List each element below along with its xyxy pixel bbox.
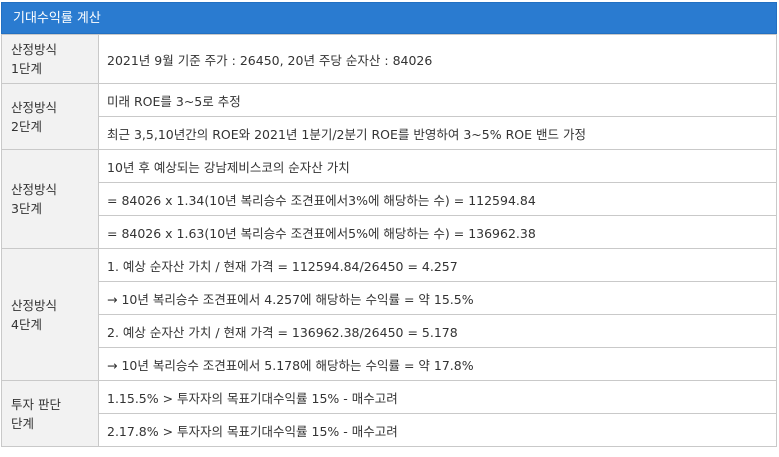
table-row: 2.17.8% > 투자자의 목표기대수익률 15% - 매수고려 (2, 413, 777, 447)
table-cell: 1. 예상 순자산 가치 / 현재 가격 = 112594.84/26450 =… (98, 248, 777, 282)
expected-return-table: 산정방식 1단계 2021년 9월 기준 주가 : 26450, 20년 주당 순… (1, 34, 777, 447)
row-label-step2: 산정방식 2단계 (1, 83, 99, 150)
table-cell: 1.15.5% > 투자자의 목표기대수익률 15% - 매수고려 (98, 380, 777, 414)
table-row: → 10년 복리승수 조견표에서 5.178에 해당하는 수익률 = 약 17.… (2, 347, 777, 381)
table-cell: = 84026 x 1.63(10년 복리승수 조견표에서5%에 해당하는 수)… (98, 215, 777, 249)
table-row: 산정방식 4단계 1. 예상 순자산 가치 / 현재 가격 = 112594.84… (1, 248, 777, 381)
row-label-line2: 1단계 (11, 61, 42, 76)
table-row: 산정방식 2단계 미래 ROE를 3~5로 추정 (1, 83, 777, 150)
table-cell: = 84026 x 1.34(10년 복리승수 조견표에서3%에 해당하는 수)… (98, 182, 777, 216)
row-label-line1: 산정방식 (11, 99, 58, 115)
row-label-line2: 단계 (11, 415, 35, 431)
table-row: 산정방식 3단계 10년 후 예상되는 강남제비스코의 순자산 가치 (1, 149, 777, 249)
table-row: 2. 예상 순자산 가치 / 현재 가격 = 136962.38/26450 =… (2, 314, 777, 348)
table-cell: 최근 3,5,10년간의 ROE와 2021년 1분기/2분기 ROE를 반영하… (98, 116, 777, 150)
row-label-line1: 산정방식 (11, 297, 58, 313)
table-row: = 84026 x 1.63(10년 복리승수 조견표에서5%에 해당하는 수)… (2, 215, 777, 249)
row-label-line2: 3단계 (11, 201, 42, 216)
table-title: 기대수익률 계산 (1, 2, 777, 34)
row-label-line2: 4단계 (11, 316, 42, 332)
table-cell: 2. 예상 순자산 가치 / 현재 가격 = 136962.38/26450 =… (98, 314, 777, 348)
table-row: → 10년 복리승수 조견표에서 4.257에 해당하는 수익률 = 약 15.… (2, 281, 777, 315)
table-cell: → 10년 복리승수 조견표에서 4.257에 해당하는 수익률 = 약 15.… (98, 281, 777, 315)
expected-return-table-container: 기대수익률 계산 산정방식 1단계 2021년 9월 기준 주가 : 26450,… (1, 2, 777, 447)
table-cell: 미래 ROE를 3~5로 추정 (98, 83, 777, 117)
row-label-line1: 산정방식 (11, 42, 58, 57)
table-cell: → 10년 복리승수 조견표에서 5.178에 해당하는 수익률 = 약 17.… (98, 347, 777, 381)
table-cell: 2.17.8% > 투자자의 목표기대수익률 15% - 매수고려 (98, 413, 777, 447)
row-label-line1: 투자 판단 (11, 396, 61, 412)
row-label-step3: 산정방식 3단계 (1, 149, 99, 249)
table-row: 산정방식 1단계 2021년 9월 기준 주가 : 26450, 20년 주당 순… (1, 34, 777, 84)
table-row: 최근 3,5,10년간의 ROE와 2021년 1분기/2분기 ROE를 반영하… (2, 116, 777, 150)
table-cell: 2021년 9월 기준 주가 : 26450, 20년 주당 순자산 : 840… (98, 34, 777, 84)
row-label-line1: 산정방식 (11, 182, 58, 197)
table-row: = 84026 x 1.34(10년 복리승수 조견표에서3%에 해당하는 수)… (2, 182, 777, 216)
table-cell: 10년 후 예상되는 강남제비스코의 순자산 가치 (98, 149, 777, 183)
row-label-step1: 산정방식 1단계 (1, 34, 99, 84)
row-label-step4: 산정방식 4단계 (1, 248, 99, 381)
row-label-line2: 2단계 (11, 118, 42, 134)
